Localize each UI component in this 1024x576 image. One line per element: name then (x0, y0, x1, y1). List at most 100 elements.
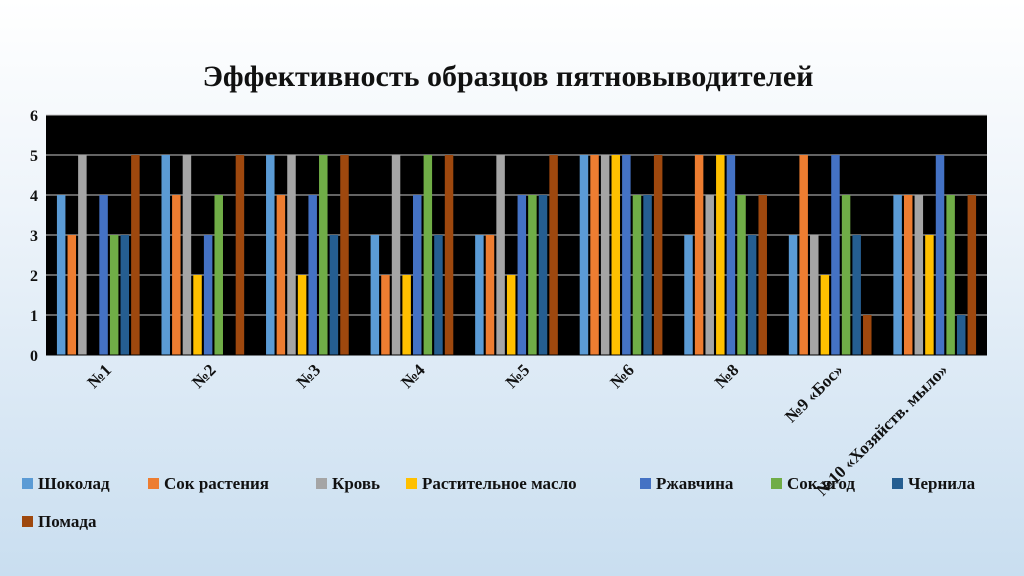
legend-label: Кровь (332, 474, 380, 493)
bar (506, 275, 516, 355)
legend-label: Ржавчина (656, 474, 734, 493)
bar (172, 195, 181, 355)
bar (496, 155, 505, 355)
bar (903, 195, 913, 355)
bar (528, 195, 537, 355)
bar (852, 235, 861, 355)
bar (78, 155, 87, 355)
legend-label: Шоколад (38, 474, 110, 493)
y-tick-label: 3 (30, 228, 38, 245)
bar (758, 195, 767, 355)
legend-swatch (406, 478, 417, 489)
y-tick-label: 0 (30, 348, 38, 365)
bar (193, 275, 202, 355)
bar (799, 155, 808, 355)
bar (726, 155, 736, 355)
legend-swatch (892, 478, 903, 489)
legend-label: Помада (38, 512, 97, 531)
bar (329, 235, 339, 355)
bar (820, 275, 830, 355)
legend-swatch (640, 478, 651, 489)
x-tick-label: №3 (293, 360, 325, 392)
x-tick-label: №8 (711, 360, 743, 392)
bar (914, 195, 924, 355)
bar (319, 155, 328, 355)
x-tick-label: №2 (188, 360, 220, 392)
x-tick-label: №1 (84, 360, 116, 392)
bar (925, 235, 934, 355)
y-tick-label: 2 (30, 268, 38, 285)
bar (517, 195, 527, 355)
bar (402, 275, 411, 355)
bar (67, 235, 77, 355)
bar (161, 155, 170, 355)
x-tick-label: №5 (502, 360, 534, 392)
bar (120, 235, 130, 355)
bar (109, 235, 119, 355)
bar (131, 155, 140, 355)
bar (643, 195, 652, 355)
bar (600, 155, 610, 355)
bar (684, 235, 693, 355)
bar (579, 155, 589, 355)
bar (549, 155, 558, 355)
bar (747, 235, 757, 355)
bar (788, 235, 798, 355)
bar (381, 275, 390, 355)
x-tick-label: №4 (397, 360, 429, 392)
bar (485, 235, 495, 355)
legend-swatch (22, 478, 33, 489)
legend: Шоколад Сок растения Кровь Растительное мас… (22, 474, 976, 531)
bar (340, 155, 349, 355)
y-tick-label: 6 (30, 108, 38, 125)
bar (863, 315, 872, 355)
bar (694, 155, 704, 355)
bar (622, 155, 631, 355)
bar (841, 195, 851, 355)
bar (370, 235, 380, 355)
bar (56, 195, 66, 355)
bar (831, 155, 840, 355)
bar (287, 155, 296, 355)
bar (946, 195, 955, 355)
bar (308, 195, 317, 355)
bar (611, 155, 621, 355)
legend-swatch (771, 478, 782, 489)
bar (412, 195, 422, 355)
bar (893, 195, 902, 355)
bar (653, 155, 663, 355)
bar (182, 155, 192, 355)
legend-swatch (148, 478, 159, 489)
bar (705, 195, 714, 355)
bar (935, 155, 945, 355)
legend-label: Растительное масло (422, 474, 577, 493)
chart-title: Эффективность образцов пятновыводителей (203, 60, 814, 93)
bar (391, 155, 401, 355)
bar (475, 235, 484, 355)
bar (434, 235, 443, 355)
y-tick-label: 1 (30, 308, 38, 325)
bar (810, 235, 819, 355)
y-tick-label: 5 (30, 148, 38, 165)
x-tick-label: №9 «Бос» (781, 360, 847, 426)
bar (297, 275, 307, 355)
bar (538, 195, 548, 355)
legend-label: Чернила (908, 474, 976, 493)
legend-label: Сок ягод (787, 474, 855, 493)
x-tick-label: №6 (606, 360, 638, 392)
bar (99, 195, 108, 355)
legend-swatch (22, 516, 33, 527)
y-tick-label: 4 (30, 188, 38, 205)
bar (203, 235, 213, 355)
bar (967, 195, 977, 355)
bar (276, 195, 286, 355)
legend-swatch (316, 478, 327, 489)
bar (444, 155, 454, 355)
bar (632, 195, 642, 355)
bar (423, 155, 433, 355)
bar (235, 155, 245, 355)
bar (590, 155, 599, 355)
bar (956, 315, 966, 355)
